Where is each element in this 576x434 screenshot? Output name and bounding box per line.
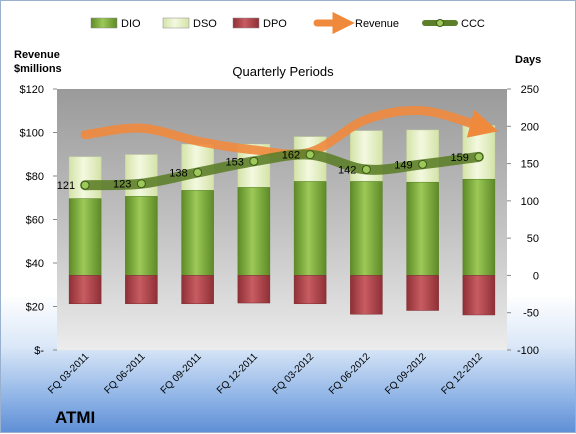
dpo-bar (462, 275, 496, 316)
legend: DIO DSO DPO Revenue CCC (90, 11, 485, 35)
legend-label: CCC (461, 18, 485, 30)
ccc-data-label: 138 (169, 168, 187, 180)
left-axis: $- $20 $40 $60 $80 $100 $120 (20, 84, 57, 357)
legend-label: DPO (263, 18, 287, 30)
ccc-data-label: 123 (113, 179, 131, 191)
right-tick-label: 200 (521, 121, 539, 133)
ccc-point (474, 152, 484, 162)
x-category-label: FQ 12-2011 (215, 351, 260, 396)
ccc-data-label: 162 (282, 150, 300, 162)
left-tick-label: $80 (26, 171, 44, 183)
chart-title: Quarterly Periods (232, 64, 334, 79)
dio-bar (406, 181, 439, 276)
x-category-label: FQ 06-2012 (327, 351, 373, 397)
ccc-data-label: 153 (226, 156, 244, 168)
dio-bar (237, 187, 271, 276)
x-category-label: FQ 12-2012 (439, 351, 485, 397)
dpo-bar (350, 275, 383, 315)
x-category-label: FQ 03-2012 (271, 351, 317, 397)
dio-bar (293, 181, 327, 276)
left-tick-label: $- (34, 345, 44, 357)
x-axis-labels: FQ 03-2011 FQ 06-2011 FQ 09-2011 FQ 12-2011… (46, 351, 485, 397)
legend-swatch-bar (90, 17, 118, 29)
dio-bar (181, 190, 214, 276)
dpo-bar (237, 275, 271, 304)
ccc-point (136, 179, 146, 189)
ccc-point (249, 156, 259, 166)
ccc-point (361, 165, 371, 175)
legend-swatch-bar (162, 17, 190, 29)
ccc-data-label: 149 (394, 159, 412, 171)
dio-bar (462, 178, 496, 276)
x-category-label: FQ 09-2011 (159, 351, 204, 396)
dpo-bar (406, 275, 439, 311)
left-tick-label: $40 (26, 258, 44, 270)
right-tick-label: 50 (527, 233, 539, 245)
x-category-label: FQ 06-2011 (103, 351, 148, 396)
left-axis-label-line2: $millions (14, 63, 62, 75)
dio-bar (125, 196, 158, 276)
dio-bar (350, 181, 383, 276)
dpo-bar (68, 275, 102, 305)
ccc-data-label: 121 (57, 180, 75, 192)
right-tick-label: -100 (517, 345, 539, 357)
legend-swatch-bar (232, 17, 260, 29)
legend-swatch-ccc-point (436, 19, 444, 27)
ccc-point (80, 180, 90, 190)
dio-bar (68, 198, 102, 276)
dpo-bar (293, 275, 327, 305)
legend-label: Revenue (355, 18, 399, 30)
right-tick-label: 250 (521, 84, 539, 96)
right-tick-label: 100 (521, 196, 539, 208)
ccc-data-label: 159 (451, 152, 469, 164)
ccc-point (305, 150, 315, 160)
legend-label: DIO (121, 18, 141, 30)
right-axis: -100 -50 0 50 100 150 200 250 (507, 84, 539, 357)
right-tick-label: -50 (523, 308, 539, 320)
left-axis-label-line1: Revenue (14, 49, 60, 61)
left-tick-label: $100 (20, 128, 44, 140)
x-category-label: FQ 03-2011 (46, 351, 91, 396)
left-tick-label: $60 (26, 215, 44, 227)
ccc-point (418, 159, 428, 169)
left-tick-label: $20 (26, 302, 44, 314)
dso-bar (68, 156, 102, 199)
left-tick-label: $120 (20, 84, 44, 96)
dso-bar (406, 129, 439, 183)
legend-label: DSO (193, 18, 217, 30)
company-name: ATMI (55, 408, 95, 427)
right-tick-label: 0 (533, 270, 539, 282)
ccc-line (80, 149, 484, 191)
ccc-point (193, 168, 203, 178)
ccc-data-label: 142 (338, 165, 356, 177)
right-axis-label: Days (515, 54, 541, 66)
dpo-bar (125, 275, 158, 305)
right-tick-label: 150 (521, 159, 539, 171)
x-category-label: FQ 09-2012 (383, 351, 429, 397)
dpo-bar (181, 275, 214, 305)
lines-layer: 121 123 138 153 162 142 149 159 (57, 106, 499, 192)
